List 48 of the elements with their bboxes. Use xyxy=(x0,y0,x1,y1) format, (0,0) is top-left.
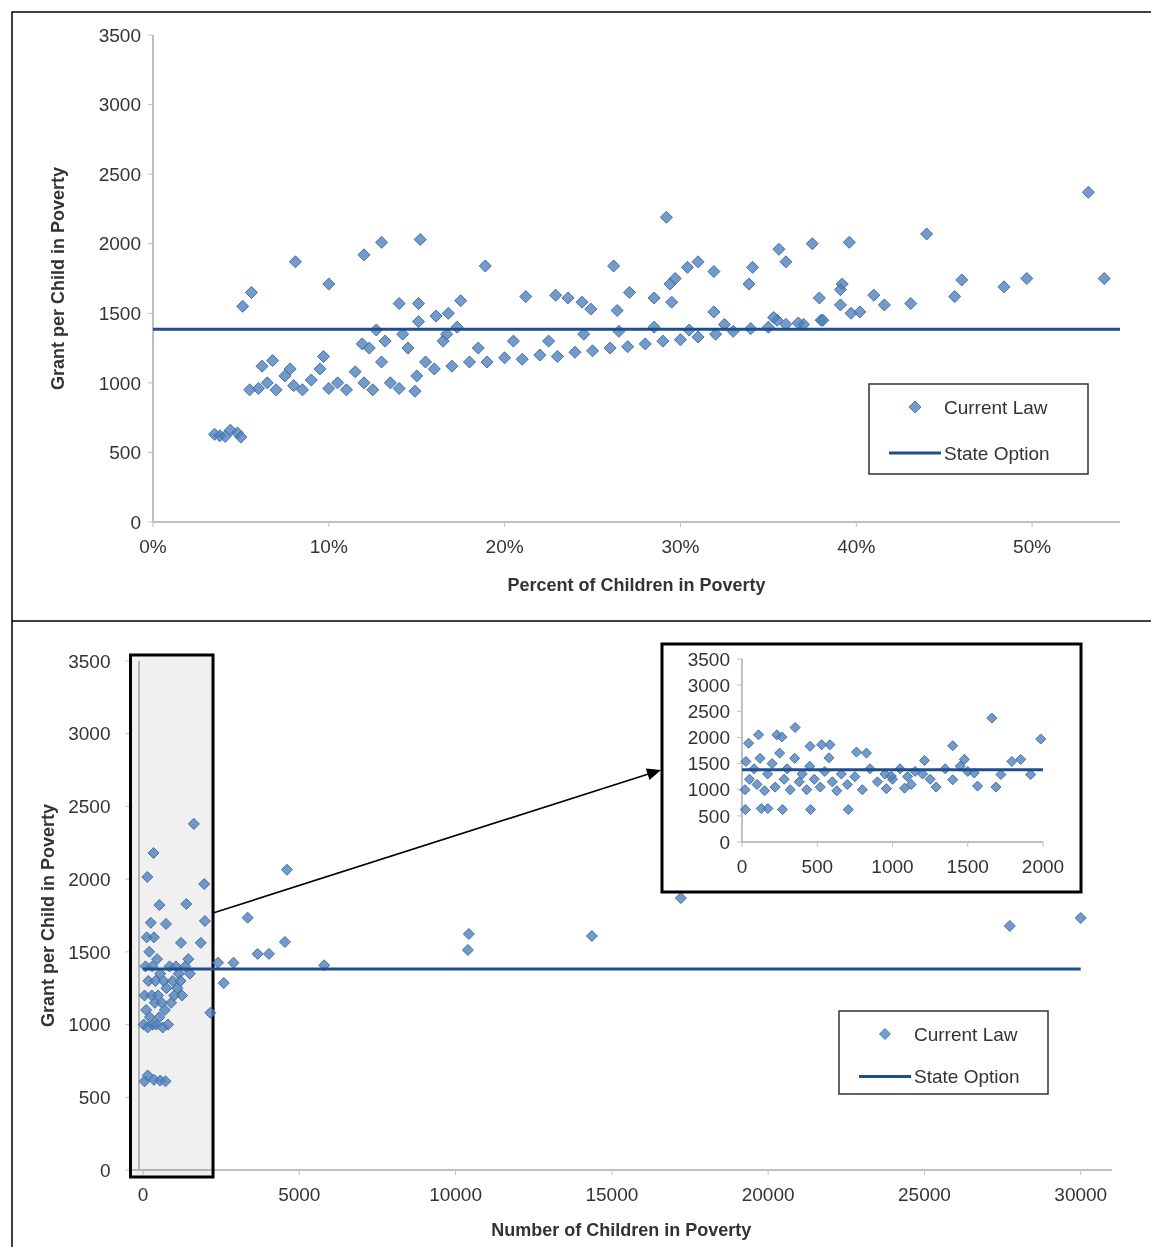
y-tick-label: 500 xyxy=(698,805,730,827)
x-tick-label: 1500 xyxy=(946,856,989,877)
y-tick-label: 1500 xyxy=(68,941,111,963)
y-tick-label: 2500 xyxy=(98,163,141,185)
x-tick-label: 0% xyxy=(139,536,167,557)
x-tick-label: 25000 xyxy=(898,1184,951,1205)
x-tick-label: 30% xyxy=(661,536,700,557)
legend-label: State Option xyxy=(944,442,1050,464)
y-axis-title: Grant per Child in Poverty xyxy=(48,166,69,391)
y-axis-title: Grant per Child in Poverty xyxy=(38,803,59,1028)
x-tick-label: 1000 xyxy=(871,856,914,877)
x-tick-label: 50% xyxy=(1013,536,1052,557)
y-tick-label: 0 xyxy=(130,511,141,533)
x-tick-label: 20000 xyxy=(741,1184,795,1205)
y-tick-label: 2500 xyxy=(687,700,730,722)
y-tick-label: 500 xyxy=(109,442,141,464)
x-tick-label: 500 xyxy=(801,856,834,877)
x-tick-label: 5000 xyxy=(278,1184,321,1205)
y-tick-label: 3000 xyxy=(687,674,730,696)
x-tick-label: 10% xyxy=(309,536,348,557)
legend-label: Current Law xyxy=(944,396,1048,418)
x-tick-label: 10000 xyxy=(429,1184,482,1205)
y-tick-label: 2000 xyxy=(98,233,141,255)
y-tick-label: 3500 xyxy=(68,650,111,672)
x-axis-title: Percent of Children in Poverty xyxy=(507,575,766,595)
y-tick-label: 3000 xyxy=(98,94,141,116)
y-tick-label: 500 xyxy=(78,1086,111,1108)
legend-label: Current Law xyxy=(914,1023,1018,1045)
legend-label: State Option xyxy=(914,1066,1020,1088)
x-tick-label: 2000 xyxy=(1021,856,1065,877)
y-tick-label: 0 xyxy=(99,1159,111,1181)
y-tick-label: 1000 xyxy=(98,372,141,394)
x-tick-label: 15000 xyxy=(585,1184,639,1205)
y-tick-label: 3000 xyxy=(68,723,111,745)
x-axis-title: Number of Children in Poverty xyxy=(491,1220,752,1240)
x-tick-label: 40% xyxy=(837,536,876,557)
y-tick-label: 1500 xyxy=(687,753,730,775)
y-tick-label: 3500 xyxy=(687,648,730,670)
y-tick-label: 2500 xyxy=(68,796,111,818)
y-tick-label: 1000 xyxy=(68,1014,111,1036)
x-tick-label: 20% xyxy=(485,536,524,557)
x-tick-label: 30000 xyxy=(1054,1184,1108,1205)
x-tick-label: 0 xyxy=(736,856,748,877)
y-tick-label: 0 xyxy=(719,831,730,853)
y-tick-label: 1500 xyxy=(98,302,141,324)
y-tick-label: 2000 xyxy=(687,727,730,749)
y-tick-label: 1000 xyxy=(687,779,730,801)
y-tick-label: 3500 xyxy=(98,24,141,46)
